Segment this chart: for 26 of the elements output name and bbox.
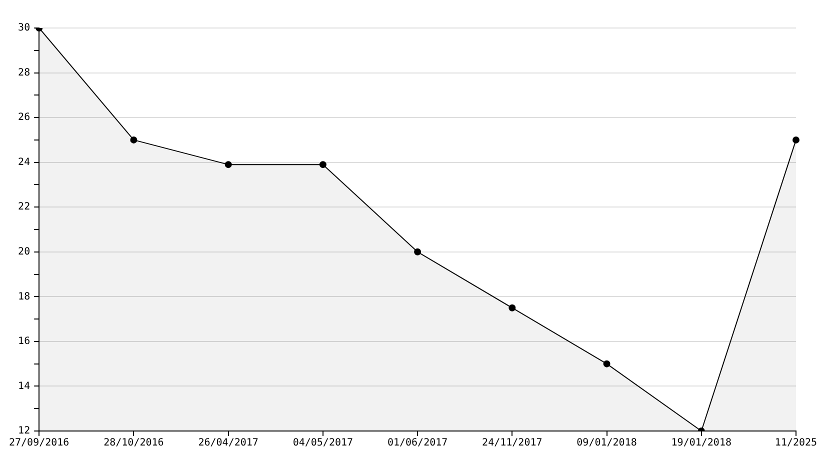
x-tick-label: 28/10/2016 — [104, 438, 164, 449]
y-tick-label: 22 — [18, 202, 30, 213]
y-tick-label: 28 — [18, 67, 30, 78]
y-tick-label: 16 — [18, 336, 30, 348]
point — [792, 136, 800, 144]
x-tick-label: 19/01/2018 — [671, 438, 732, 449]
x-tick-label: 04/05/2017 — [292, 438, 354, 449]
point — [414, 248, 422, 256]
x-tick-label: 01/06/2017 — [387, 438, 448, 449]
point — [130, 136, 138, 144]
point — [508, 304, 516, 312]
y-tick-label: 14 — [18, 380, 30, 392]
y-tick-label: 24 — [18, 156, 30, 168]
x-tick-label: 26/04/2017 — [198, 438, 258, 449]
y-tick-label: 20 — [18, 246, 30, 258]
point — [319, 161, 326, 168]
point — [603, 360, 610, 368]
y-tick-label: 18 — [18, 291, 30, 302]
x-tick-label: 09/01/2018 — [576, 438, 637, 449]
point — [224, 161, 232, 168]
x-tick-label: 11/2025 — [774, 438, 818, 449]
y-tick-label: 26 — [18, 112, 30, 124]
x-tick-label: 27/09/2016 — [8, 438, 70, 449]
y-tick-label: 30 — [18, 22, 30, 34]
x-tick-label: 24/11/2017 — [482, 438, 542, 449]
y-tick-label: 12 — [18, 426, 30, 437]
